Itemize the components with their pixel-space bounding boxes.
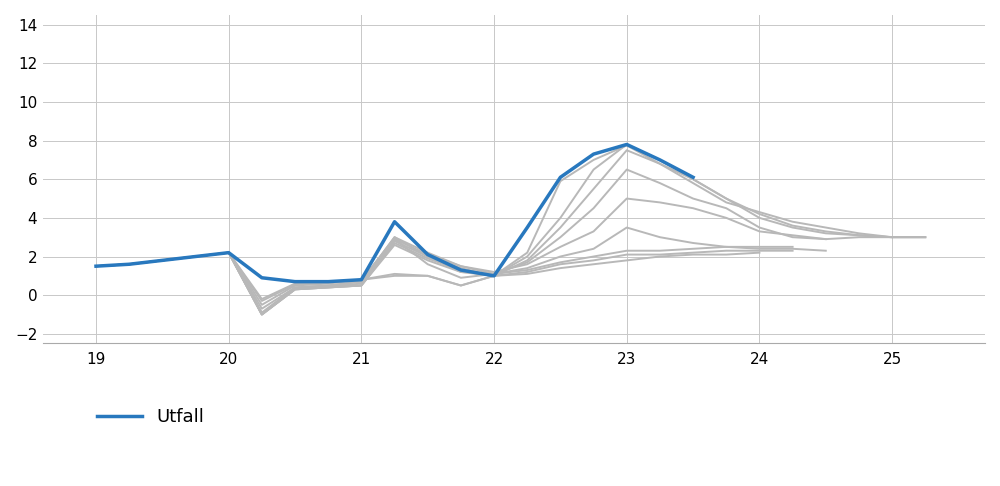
Utfall xyxy=(156,258,168,263)
Utfall xyxy=(687,174,699,180)
Utfall xyxy=(90,263,102,269)
Utfall xyxy=(455,267,467,273)
Utfall xyxy=(355,277,367,283)
Utfall xyxy=(554,174,566,180)
Utfall xyxy=(588,151,600,157)
Utfall xyxy=(190,254,202,260)
Utfall xyxy=(621,141,633,147)
Utfall xyxy=(289,278,301,284)
Utfall xyxy=(521,225,533,230)
Utfall xyxy=(322,278,334,284)
Line: Utfall: Utfall xyxy=(96,144,693,281)
Utfall xyxy=(123,261,135,267)
Utfall xyxy=(422,252,434,258)
Utfall xyxy=(488,273,500,279)
Utfall xyxy=(223,250,235,256)
Utfall xyxy=(256,275,268,281)
Utfall xyxy=(654,157,666,163)
Legend: Utfall: Utfall xyxy=(90,400,212,433)
Utfall xyxy=(389,219,401,225)
